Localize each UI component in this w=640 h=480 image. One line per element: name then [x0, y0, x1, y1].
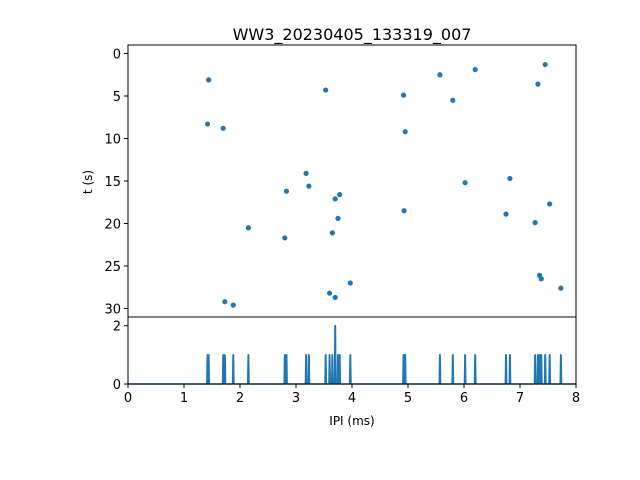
scatter-point — [323, 87, 329, 93]
scatter-point — [437, 72, 443, 78]
scatter-panel: 0 5 10 15 20 25 30 — [104, 44, 577, 318]
x-tick-label: 7 — [516, 391, 524, 406]
y-tick-label: 25 — [104, 260, 121, 275]
scatter-point — [337, 192, 343, 198]
scatter-point — [547, 201, 553, 207]
y-tick-label: 20 — [104, 218, 121, 233]
scatter-point — [507, 175, 513, 182]
scatter-point — [306, 183, 312, 189]
scatter-point — [402, 129, 408, 135]
y-tick-label: 10 — [104, 133, 121, 148]
scatter-point — [532, 220, 538, 226]
scatter-point — [450, 97, 456, 103]
scatter-point — [542, 61, 548, 68]
y-tick-label: 2 — [113, 320, 121, 335]
histogram-panel: 0 2 0 1 2 3 4 5 6 7 8 — [113, 316, 580, 406]
x-tick-label: 3 — [292, 391, 300, 406]
scatter-point — [332, 294, 338, 301]
x-tick-label: 0 — [124, 391, 132, 406]
chart-title: WW3_20230405_133319_007 — [233, 25, 472, 45]
scatter-point — [283, 188, 290, 194]
scatter-point — [282, 235, 288, 241]
y-tick-label: 0 — [113, 378, 121, 393]
x-tick-label: 8 — [572, 391, 580, 406]
y-tick-label: 0 — [113, 48, 121, 63]
histogram-line — [128, 324, 576, 385]
x-axis-label: IPI (ms) — [329, 414, 374, 428]
scatter-point — [535, 81, 541, 87]
scatter-point — [558, 285, 564, 291]
scatter-point — [503, 211, 509, 217]
scatter-point — [206, 77, 212, 83]
x-tick-label: 5 — [404, 391, 412, 406]
scatter-point — [303, 170, 309, 176]
scatter-point — [204, 121, 211, 127]
scatter-point — [327, 290, 333, 296]
y-axis-label: t (s) — [81, 170, 95, 194]
x-tick-label: 2 — [236, 391, 244, 406]
scatter-point — [332, 196, 338, 202]
scatter-point — [230, 302, 236, 308]
scatter-point — [335, 215, 341, 221]
scatter-point — [400, 92, 407, 98]
scatter-point — [462, 180, 468, 186]
scatter-point — [472, 67, 478, 73]
y-tick-label: 30 — [104, 303, 121, 318]
x-tick-label: 6 — [460, 391, 468, 406]
x-tick-label: 1 — [180, 391, 188, 406]
scatter-point — [401, 208, 407, 214]
scatter-point — [222, 299, 228, 305]
scatter-point — [538, 276, 544, 282]
scatter-point — [220, 125, 226, 131]
y-tick-label: 15 — [104, 175, 121, 190]
scatter-frame — [127, 44, 577, 318]
y-tick-label: 5 — [113, 90, 121, 105]
x-tick-label: 4 — [348, 391, 356, 406]
scatter-point — [245, 225, 251, 231]
scatter-point — [329, 230, 335, 236]
scatter-point — [347, 280, 353, 286]
